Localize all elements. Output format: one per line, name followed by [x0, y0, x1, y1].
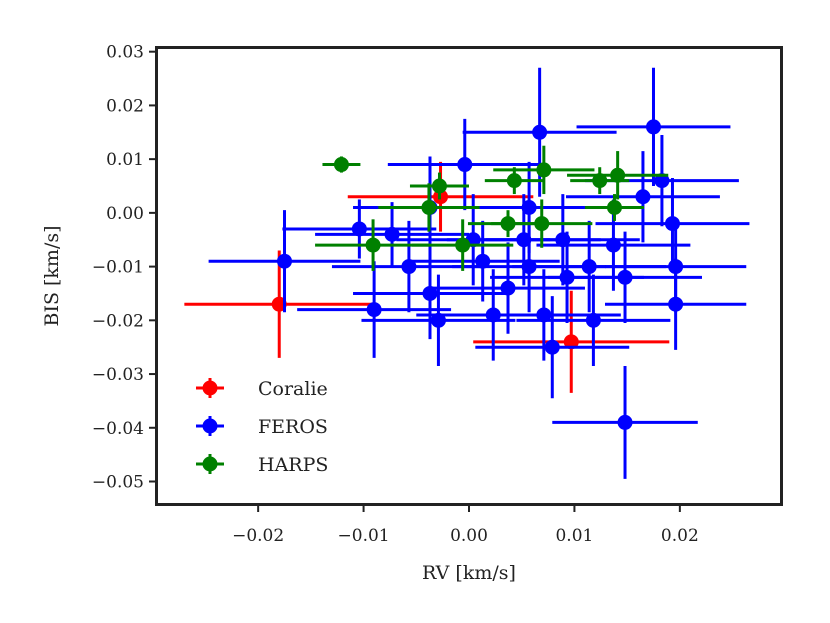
x-axis-label: RV [km/s]: [422, 562, 516, 584]
y-tick-label: −0.04: [92, 419, 144, 439]
data-point: [544, 339, 560, 355]
data-point: [563, 334, 579, 350]
y-axis: 0.03 0.02 0.01 0.00 −0.01 −0.02 −0.03 −0.04 −0.0…: [92, 43, 156, 493]
x-axis: −0.02 −0.01 0.00 0.01 0.02: [232, 505, 699, 546]
data-point: [333, 157, 349, 173]
legend-marker: [202, 380, 218, 396]
data-point: [585, 312, 601, 328]
plot-area: [184, 67, 750, 479]
legend-label: HARPS: [258, 454, 328, 476]
legend-entry-harps: HARPS: [196, 454, 328, 476]
data-point: [606, 199, 622, 215]
data-point: [536, 307, 552, 323]
y-tick-label: −0.03: [92, 365, 144, 385]
data-point: [654, 173, 670, 189]
series-feros: [208, 67, 750, 479]
legend-entry-feros: FEROS: [196, 416, 328, 438]
y-tick-label: −0.02: [92, 311, 144, 331]
data-point: [421, 199, 437, 215]
data-point: [457, 157, 473, 173]
x-tick-label: −0.02: [232, 526, 284, 546]
data-point: [536, 162, 552, 178]
x-tick-label: 0.00: [450, 526, 488, 546]
x-tick-label: 0.01: [555, 526, 593, 546]
data-point: [351, 221, 367, 237]
y-tick-label: −0.05: [92, 473, 144, 493]
data-point: [430, 312, 446, 328]
data-point: [534, 216, 550, 232]
data-point: [532, 124, 548, 140]
data-point: [581, 259, 597, 275]
data-point: [664, 216, 680, 232]
data-point: [617, 414, 633, 430]
x-tick-label: 0.02: [661, 526, 699, 546]
data-point: [455, 237, 471, 253]
data-point: [500, 280, 516, 296]
data-point: [384, 226, 400, 242]
data-point: [271, 296, 287, 312]
data-point: [475, 253, 491, 269]
legend-label: Coralie: [258, 378, 328, 400]
data-point: [401, 259, 417, 275]
data-point: [617, 269, 633, 285]
legend-entry-coralie: Coralie: [196, 378, 328, 400]
y-tick-label: 0.01: [106, 150, 144, 170]
data-point: [366, 302, 382, 318]
data-point: [668, 296, 684, 312]
series-harps: [315, 145, 669, 271]
y-tick-label: 0.00: [106, 204, 144, 224]
data-point: [506, 173, 522, 189]
data-point: [365, 237, 381, 253]
legend-marker: [202, 418, 218, 434]
data-point: [521, 199, 537, 215]
y-tick-label: 0.03: [106, 43, 144, 63]
legend-marker: [202, 456, 218, 472]
data-point: [645, 119, 661, 135]
data-point: [422, 285, 438, 301]
data-point: [605, 237, 621, 253]
legend-label: FEROS: [258, 416, 328, 438]
x-tick-label: −0.01: [338, 526, 390, 546]
plot-frame: [155, 46, 783, 506]
data-point: [635, 189, 651, 205]
legend: Coralie FEROS HARPS: [196, 378, 328, 476]
y-axis-label: BIS [km/s]: [41, 225, 63, 326]
y-tick-label: −0.01: [92, 258, 144, 278]
data-point: [277, 253, 293, 269]
data-point: [610, 167, 626, 183]
data-point: [431, 178, 447, 194]
data-point: [592, 173, 608, 189]
y-tick-label: 0.02: [106, 96, 144, 116]
